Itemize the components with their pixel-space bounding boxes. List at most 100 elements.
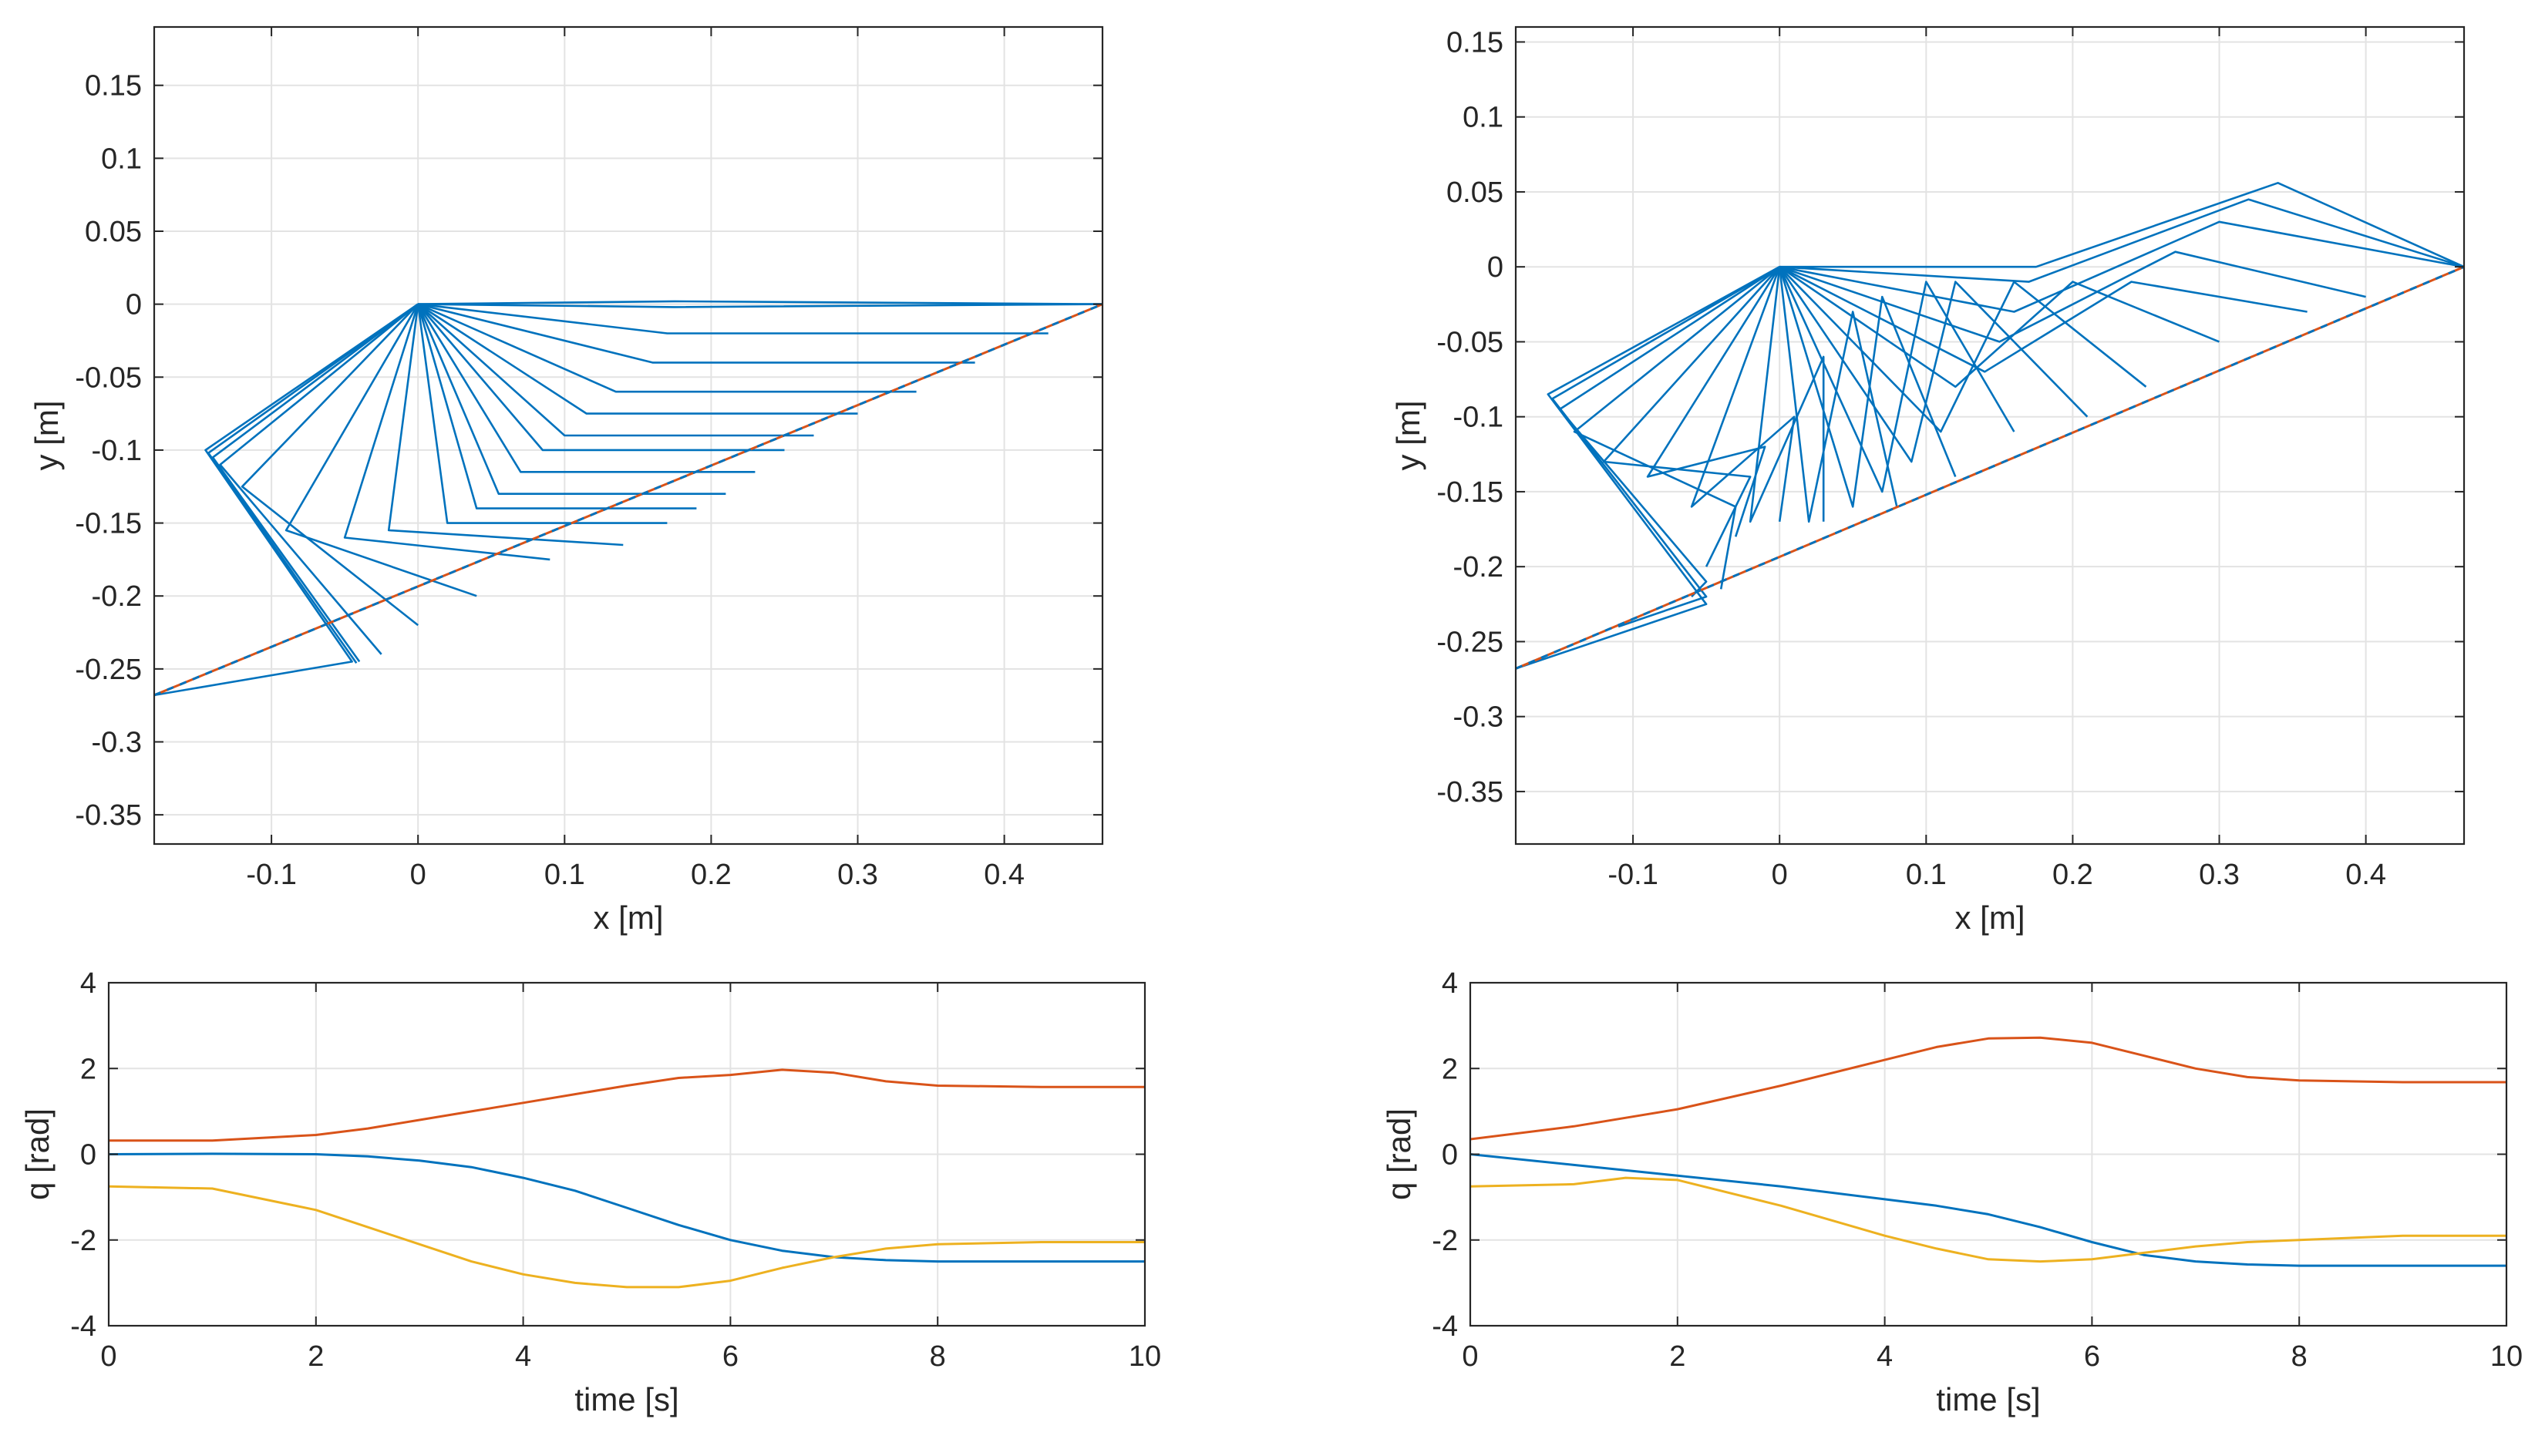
y-tick-label: -0.2 — [92, 580, 142, 613]
y-tick-label: 0 — [126, 289, 142, 321]
arm-configuration-line — [1690, 266, 1796, 522]
series-line-q2 — [109, 1068, 1145, 1142]
arm-configuration-line — [154, 303, 419, 697]
y-tick-label: -0.1 — [1453, 402, 1503, 434]
arm-configuration-line — [211, 303, 419, 663]
series-line-q3 — [1470, 1176, 2506, 1263]
x-tick-label: 2 — [1669, 1340, 1685, 1373]
arm-configuration-line — [418, 303, 1049, 335]
data-layer — [1516, 182, 2464, 670]
arm-configuration-line — [416, 304, 668, 524]
y-tick-label: 0.15 — [85, 70, 142, 103]
arm-configuration-line — [1573, 266, 1781, 590]
y-tick-label: 0 — [1487, 251, 1503, 284]
data-layer — [154, 300, 1102, 697]
y-tick-label: -4 — [70, 1310, 96, 1343]
x-tick-label: 0.4 — [984, 859, 1025, 891]
arm-left-chart: -0.1 0 0.1 0.2 0.3 0.4 0.15 0.1 0.05 0 -0.05 -0.1 -0… — [29, 25, 1104, 936]
x-tick-label: 4 — [515, 1340, 531, 1373]
series-line-q1 — [109, 1152, 1145, 1263]
x-tick-label: 0.3 — [837, 859, 878, 891]
y-axis-label: q [rad] — [1381, 1108, 1417, 1200]
axes-box — [153, 25, 1104, 846]
y-tick-label: 2 — [1442, 1053, 1458, 1085]
x-tick-label: 0.4 — [2345, 859, 2386, 891]
arm-configuration-line — [1779, 266, 2015, 493]
arm-right-chart: -0.1 0 0.1 0.2 0.3 0.4 0.15 0.1 0.05 0 -0.05 -0.1 -0… — [1390, 25, 2466, 936]
arm-configuration-line — [1779, 266, 2308, 373]
x-tick-label: 0 — [1772, 859, 1788, 891]
y-tick-label: 0.15 — [1446, 26, 1503, 59]
y-tick-label: -2 — [70, 1225, 96, 1257]
data-layer — [1470, 1036, 2506, 1267]
arm-configuration-line — [1749, 267, 1825, 523]
x-tick-label: -0.1 — [246, 859, 296, 891]
x-tick-label: 2 — [308, 1340, 324, 1373]
y-tick-label: 0.1 — [101, 143, 142, 175]
grid — [1516, 27, 2464, 844]
x-tick-label: 0.1 — [544, 859, 585, 891]
arm-configuration-line — [1551, 266, 1780, 628]
arm-configuration-line — [417, 303, 917, 393]
x-tick-label: 0 — [1462, 1340, 1478, 1373]
x-axis-label: time [s] — [574, 1381, 678, 1417]
x-axis-label: x [m] — [1955, 899, 2025, 936]
end-effector-path-line — [154, 303, 1102, 697]
series-line-q2 — [1470, 1036, 2506, 1141]
arm-configuration-line — [1779, 266, 2147, 433]
arm-configuration-line — [1646, 266, 1781, 537]
data-layer — [109, 1068, 1145, 1289]
x-tick-label: 0.3 — [2199, 859, 2240, 891]
y-tick-label: 0.1 — [1463, 102, 1503, 134]
y-tick-label: -0.3 — [92, 727, 142, 759]
arm-configuration-line — [1778, 266, 1957, 508]
x-axis-label: x [m] — [594, 899, 664, 936]
arm-configuration-line — [417, 303, 814, 437]
arm-configuration-line — [343, 304, 550, 561]
arm-configuration-line — [284, 303, 477, 597]
arm-configuration-line — [241, 303, 419, 627]
arm-configuration-line — [1779, 266, 2220, 388]
x-tick-label: 0.1 — [1906, 859, 1947, 891]
arm-configuration-line — [1779, 220, 2464, 313]
series-line-q1 — [1470, 1153, 2506, 1267]
x-tick-label: 10 — [1129, 1340, 1161, 1373]
x-tick-label: 6 — [722, 1340, 739, 1373]
y-tick-label: -0.15 — [1436, 476, 1503, 509]
arm-configuration-line — [1779, 182, 2464, 268]
arm-configuration-line — [1558, 266, 1780, 598]
x-tick-label: 6 — [2084, 1340, 2100, 1373]
arm-configuration-line — [417, 303, 975, 364]
y-tick-label: 2 — [80, 1053, 96, 1085]
axes-box — [1514, 25, 2466, 846]
y-axis-label: y [m] — [29, 401, 65, 471]
series-line-q3 — [109, 1185, 1145, 1289]
y-tick-label: -0.35 — [75, 799, 142, 832]
x-tick-label: 0 — [410, 859, 426, 891]
y-tick-label: -0.35 — [1436, 776, 1503, 809]
y-tick-label: -0.3 — [1453, 701, 1503, 734]
y-tick-label: 0 — [1442, 1139, 1458, 1172]
y-tick-label: 0.05 — [85, 216, 142, 248]
plot-area — [1516, 27, 2464, 844]
x-tick-label: -0.1 — [1607, 859, 1658, 891]
arm-configuration-line — [1779, 251, 2366, 343]
arm-configuration-line — [1779, 198, 2464, 283]
x-tick-label: 4 — [1877, 1340, 1893, 1373]
arm-configuration-line — [417, 303, 756, 473]
arm-configuration-line — [416, 304, 697, 509]
y-tick-label: -0.25 — [75, 654, 142, 686]
arm-configuration-line — [1779, 266, 2089, 463]
arm-configuration-line — [219, 303, 419, 655]
y-tick-label: 4 — [1442, 967, 1458, 1000]
arm-configuration-line — [418, 300, 1102, 305]
x-tick-label: 10 — [2490, 1340, 2523, 1373]
arm-configuration-line — [418, 303, 1102, 308]
y-axis-label: q [rad] — [19, 1108, 56, 1200]
arm-configuration-line — [417, 303, 785, 452]
x-axis-label: time [s] — [1936, 1381, 2040, 1417]
q-left-chart: 0 2 4 6 8 10 4 2 0 -2 -4 time [s] q [rad] — [19, 967, 1161, 1417]
y-tick-label: -2 — [1432, 1225, 1458, 1257]
y-tick-label: -4 — [1432, 1310, 1458, 1343]
